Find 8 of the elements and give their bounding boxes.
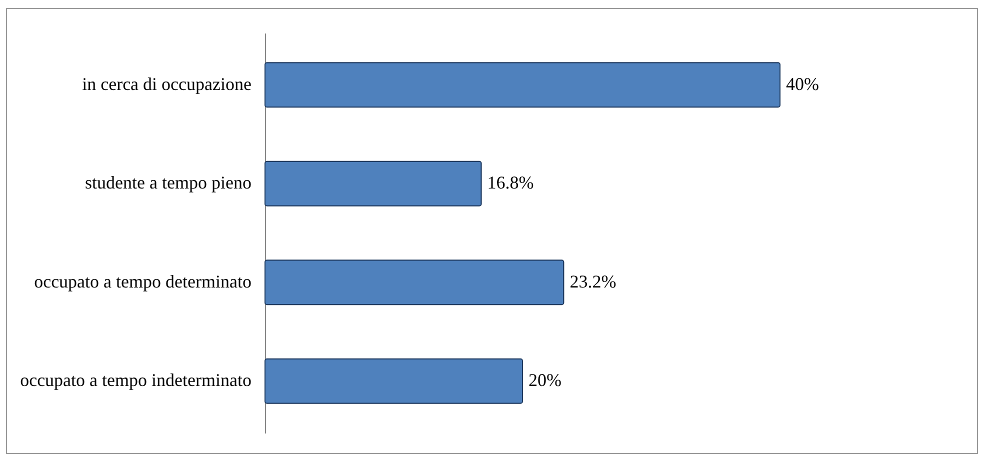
data-label: 16.8%	[487, 172, 534, 193]
y-tick-label: in cerca di occupazione	[82, 74, 252, 94]
y-tick-label: occupato a tempo determinato	[34, 271, 252, 292]
data-label: 40%	[786, 74, 819, 94]
y-tick-label: studente a tempo pieno	[85, 172, 252, 193]
data-label: 20%	[528, 370, 562, 390]
y-tick-label: occupato a tempo indeterminato	[20, 370, 252, 390]
data-label: 23.2%	[570, 271, 616, 292]
